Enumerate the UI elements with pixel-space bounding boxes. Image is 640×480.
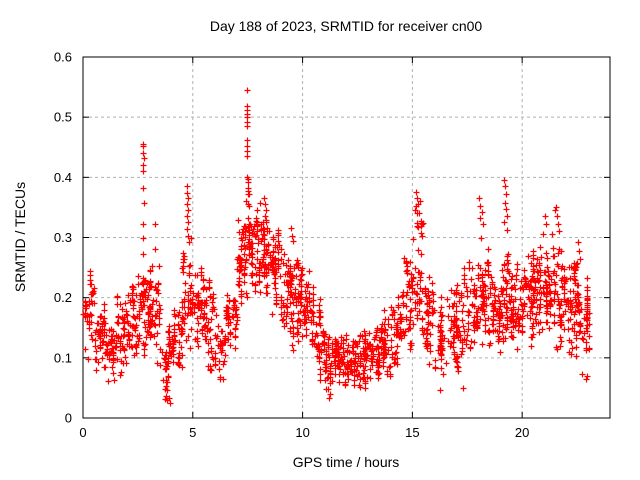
svg-text:0.4: 0.4 (54, 170, 72, 185)
x-axis-label: GPS time / hours (293, 454, 400, 470)
svg-text:0.5: 0.5 (54, 110, 72, 125)
y-axis-label: SRMTID / TECUs (12, 182, 28, 292)
plot-border (82, 56, 611, 419)
svg-text:20: 20 (515, 425, 529, 440)
svg-text:5: 5 (189, 425, 196, 440)
data-points-srmtid (80, 87, 593, 407)
grid-lines (83, 57, 610, 418)
svg-text:0: 0 (79, 425, 86, 440)
svg-text:15: 15 (405, 425, 419, 440)
chart-title: Day 188 of 2023, SRMTID for receiver cn0… (210, 18, 483, 34)
y-tick-labels: 0 0.1 0.2 0.3 0.4 0.5 0.6 (54, 50, 72, 426)
svg-text:10: 10 (295, 425, 309, 440)
svg-text:0.3: 0.3 (54, 230, 72, 245)
svg-text:0.1: 0.1 (54, 350, 72, 365)
x-tick-labels: 0 5 10 15 20 (79, 425, 529, 440)
svg-text:0: 0 (65, 411, 72, 426)
svg-text:0.6: 0.6 (54, 50, 72, 65)
svg-text:0.2: 0.2 (54, 290, 72, 305)
